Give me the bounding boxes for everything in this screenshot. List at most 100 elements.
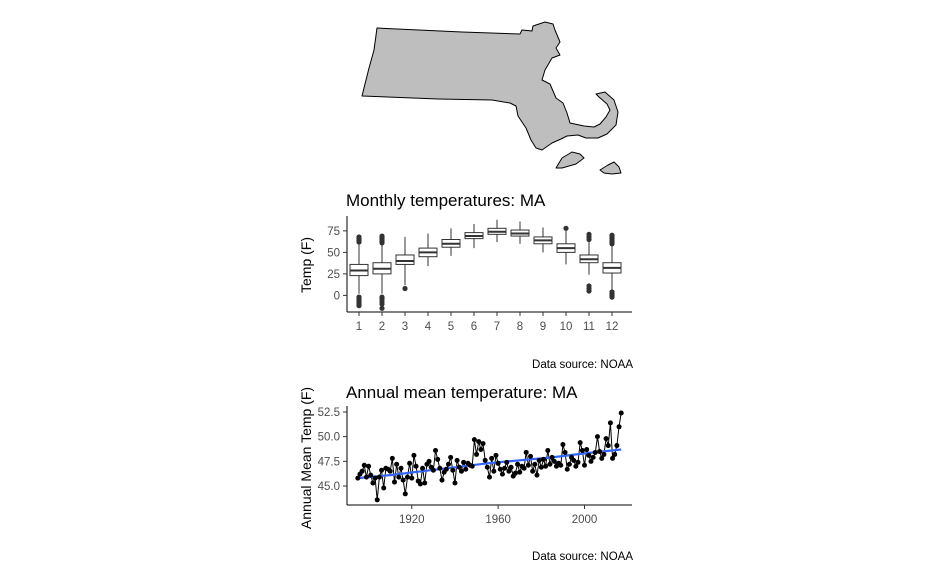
box-iqr (395, 254, 415, 265)
annual-mean-point (437, 465, 443, 471)
linechart-panel: Annual mean temperature: MA Annual Mean … (298, 383, 633, 563)
box-month-3 (395, 236, 415, 292)
annual-mean-point (508, 464, 514, 470)
annual-mean-point (413, 463, 419, 469)
annual-mean-point (407, 460, 413, 466)
box-outlier (586, 231, 592, 237)
linechart-title: Annual mean temperature: MA (346, 383, 578, 402)
annual-mean-point (376, 474, 382, 480)
annual-mean-point (594, 434, 600, 440)
annual-mean-point (597, 448, 603, 454)
annual-mean-point (590, 454, 596, 460)
annual-mean-point (452, 480, 458, 486)
state-map (361, 21, 622, 175)
annual-mean-point (361, 462, 367, 468)
annual-mean-point (368, 472, 374, 478)
annual-mean-point (495, 460, 501, 466)
annual-mean-point (582, 462, 587, 468)
annual-mean-point (607, 420, 613, 426)
boxplot-y-tick-label: 50 (327, 247, 340, 259)
annual-mean-point (558, 462, 564, 468)
annual-mean-point (517, 469, 523, 475)
annual-mean-point (392, 479, 397, 485)
annual-mean-point (366, 463, 372, 469)
annual-mean-point (512, 470, 518, 476)
annual-mean-point (612, 451, 618, 457)
linechart-x-tick-label: 2000 (572, 514, 598, 526)
annual-mean-point (381, 485, 387, 491)
annual-mean-point (422, 480, 428, 486)
annual-mean-point (502, 465, 508, 471)
annual-mean-point (448, 454, 454, 460)
annual-mean-point (614, 443, 620, 449)
annual-mean-point (560, 442, 566, 448)
box-outlier (586, 283, 592, 289)
annual-mean-point (458, 468, 464, 474)
box-month-8 (510, 221, 530, 244)
annual-mean-point (454, 457, 460, 463)
annual-mean-point (499, 471, 505, 477)
annual-mean-point (450, 467, 456, 473)
annual-mean-point (616, 424, 622, 430)
annual-mean-point (573, 463, 579, 469)
annual-mean-point (564, 466, 570, 472)
annual-mean-point (549, 454, 555, 460)
annual-mean-point (387, 468, 393, 474)
annual-mean-point (493, 452, 499, 458)
boxplot-x-axis: 1 2 3 4 5 6 7 8 9 10 11 12 (347, 311, 632, 333)
annual-mean-point (491, 468, 497, 474)
annual-mean-point (430, 467, 436, 473)
annual-mean-point (402, 491, 408, 497)
boxplot-y-tick-label: 0 (334, 290, 340, 302)
linechart-y-tick-label: 47.5 (318, 456, 340, 468)
annual-mean-point (603, 436, 609, 442)
boxplot-x-tick-label: 11 (583, 321, 595, 333)
annual-mean-point (599, 455, 605, 461)
island-marthas-vineyard (555, 151, 585, 169)
linechart-x-axis: 1920 1960 2000 (347, 504, 632, 526)
annual-mean-point (528, 453, 534, 459)
annual-mean-point (456, 464, 462, 470)
boxplot-x-tick-label: 12 (606, 321, 619, 333)
annual-mean-point (396, 474, 402, 480)
linechart-caption: Data source: NOAA (532, 551, 633, 563)
boxplot-x-tick-label: 10 (560, 321, 573, 333)
annual-mean-point (489, 455, 495, 461)
annual-mean-point (543, 463, 549, 469)
box-month-7 (487, 219, 507, 243)
annual-mean-point (515, 461, 521, 467)
linechart-y-tick-label: 50.0 (318, 432, 340, 444)
trend-line (357, 448, 622, 480)
boxplot-panel: Monthly temperatures: MA Temp (F) 025507… (298, 191, 633, 371)
annual-mean-point (506, 468, 512, 474)
boxplot-x-tick-label: 4 (425, 321, 432, 333)
annual-mean-point (482, 457, 488, 463)
boxplot-ylabel: Temp (F) (298, 237, 314, 293)
annual-mean-point (601, 451, 607, 457)
boxplot-x-tick-label: 9 (540, 321, 546, 333)
box-outlier (563, 225, 569, 231)
annual-mean-point (370, 480, 376, 486)
box-month-12 (602, 232, 622, 300)
annual-mean-point (420, 465, 426, 471)
annual-mean-point (461, 459, 467, 465)
annual-mean-point (426, 458, 432, 464)
annual-mean-point (389, 455, 395, 461)
box-outlier (402, 285, 408, 292)
boxplot-x-tick-label: 8 (517, 321, 523, 333)
box-month-11 (579, 231, 599, 294)
boxplot-y-tick-label: 25 (327, 269, 340, 281)
boxplot-y-axis: 0 25 50 75 (327, 216, 348, 312)
annual-mean-point (577, 440, 583, 446)
annual-mean-point (547, 461, 553, 467)
annual-mean-point (374, 497, 380, 503)
annual-mean-point (433, 447, 439, 453)
box-month-1 (349, 234, 369, 309)
annual-mean-point (372, 475, 378, 481)
linechart-y-tick-label: 52.5 (318, 407, 340, 419)
annual-mean-point (540, 456, 546, 462)
box-month-4 (418, 233, 438, 267)
linechart-x-tick-label: 1920 (399, 514, 425, 526)
annual-mean-point (575, 459, 581, 465)
